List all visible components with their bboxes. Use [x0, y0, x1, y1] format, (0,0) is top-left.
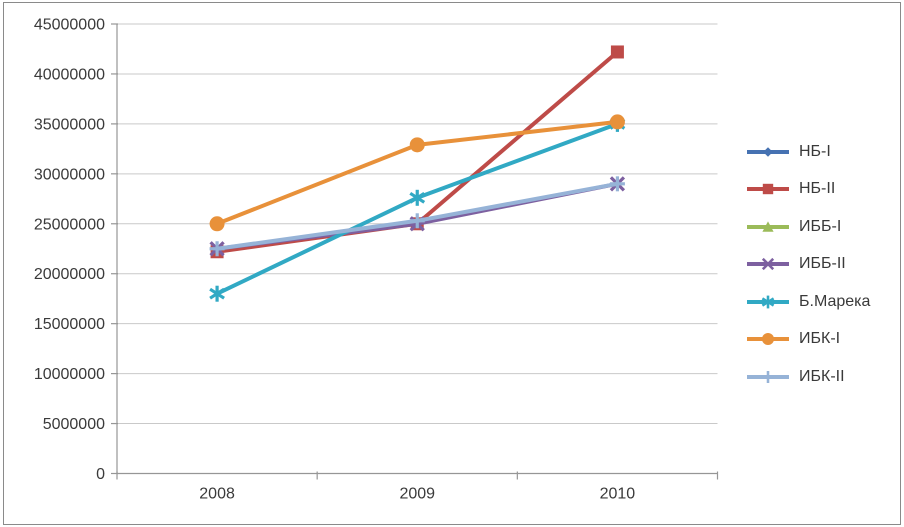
marker-circle	[609, 114, 625, 130]
marker-diamond	[763, 146, 773, 157]
marker-x	[761, 258, 775, 271]
marker-square	[762, 184, 774, 195]
legend-marker-plus-icon	[747, 370, 789, 383]
y-axis-label: 20000000	[34, 266, 105, 283]
legend-marker-asterisk-icon	[747, 295, 789, 309]
legend-label: НБ-I	[799, 142, 831, 160]
marker-circle	[762, 333, 774, 346]
y-axis-label: 5000000	[43, 416, 105, 433]
x-axis-label: 2009	[399, 486, 435, 503]
legend-item: НБ-I	[746, 133, 870, 171]
y-axis-label: 0	[96, 466, 105, 483]
legend-label: ИБК-I	[799, 330, 841, 348]
legend-item: ИББ-II	[746, 246, 870, 284]
legend-item: ИБК-II	[746, 358, 870, 396]
legend-item: Б.Марека	[746, 283, 870, 321]
marker-asterisk	[409, 191, 426, 204]
marker-square	[610, 45, 624, 59]
legend-marker-square-icon	[747, 184, 789, 195]
legend-label: Б.Марека	[799, 292, 871, 310]
y-axis-label: 45000000	[34, 17, 105, 34]
y-axis-label: 15000000	[34, 316, 105, 333]
legend-label: НБ-II	[799, 180, 836, 198]
x-axis-label: 2008	[199, 486, 235, 503]
marker-triangle	[762, 221, 774, 232]
marker-asterisk	[761, 297, 775, 307]
y-axis-label: 40000000	[34, 66, 105, 83]
legend-marker-x-icon	[747, 258, 789, 271]
legend-marker-triangle-icon	[747, 221, 789, 232]
legend-item: НБ-II	[746, 171, 870, 209]
marker-circle	[209, 216, 225, 232]
legend-item: ИББ-I	[746, 208, 870, 246]
y-axis-label: 25000000	[34, 216, 105, 233]
series-line	[216, 119, 618, 226]
y-axis-label: 35000000	[34, 116, 105, 133]
legend: НБ-I НБ-II ИББ-I ИББ-II Б.Марека ИБК-I И…	[746, 133, 870, 396]
marker-asterisk	[209, 287, 225, 300]
legend-label: ИББ-I	[799, 217, 842, 235]
legend-item: ИБК-I	[746, 321, 870, 359]
legend-label: ИБК-II	[799, 367, 845, 385]
legend-marker-diamond-icon	[747, 146, 789, 157]
y-axis-label: 10000000	[34, 366, 105, 383]
legend-marker-circle-icon	[747, 333, 789, 346]
y-axis-label: 30000000	[34, 166, 105, 183]
marker-circle	[409, 137, 425, 153]
x-axis-label: 2010	[600, 486, 636, 503]
legend-label: ИББ-II	[799, 255, 846, 273]
